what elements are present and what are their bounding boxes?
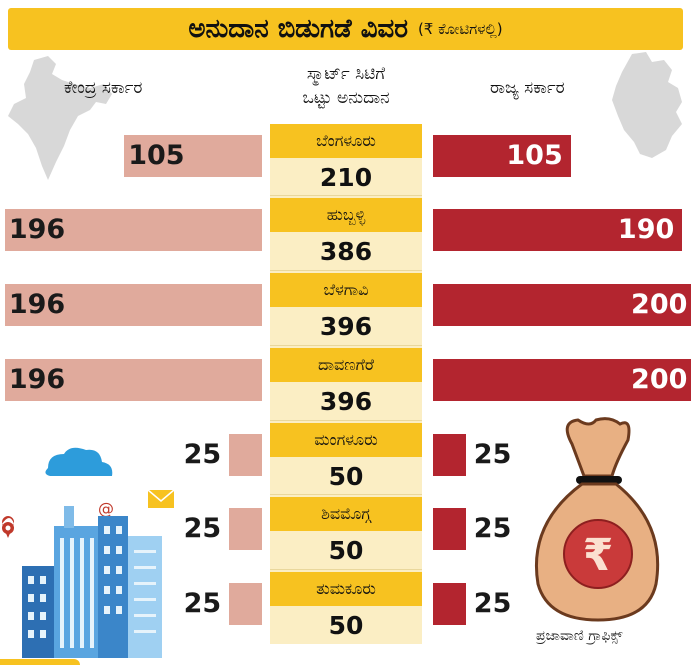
- state-grant-value: 105: [506, 140, 563, 171]
- city-label: ಹುಬ್ಬಳ್ಳಿ: [270, 198, 422, 232]
- state-grant-bar: [433, 434, 466, 476]
- karnataka-map-icon: [612, 52, 682, 158]
- city-label: ಮಂಗಳೂರು: [270, 423, 422, 457]
- state-grant-bar: [433, 135, 571, 177]
- smart-city-buildings-icon: @: [2, 447, 175, 658]
- state-grant-value: 190: [617, 214, 675, 245]
- central-grant-bar: [229, 508, 262, 550]
- row-separator: [270, 345, 422, 346]
- total-grant-header-line1: ಸ್ಮಾರ್ಟ್ ಸಿಟಿಗೆ: [306, 64, 386, 84]
- row-separator: [270, 270, 422, 271]
- central-grant-value: 196: [8, 289, 66, 320]
- central-grant-bar: [124, 135, 262, 177]
- state-grant-bar: [433, 209, 683, 251]
- central-grant-bar: [229, 434, 262, 476]
- central-grant-bar: [229, 583, 262, 625]
- central-grant-bar: [4, 359, 262, 401]
- state-grant-value: 25: [473, 513, 512, 544]
- central-grant-value: 196: [8, 364, 66, 395]
- central-grant-bar: [4, 209, 262, 251]
- city-label: ಬೆಂಗಳೂರು: [270, 124, 422, 158]
- title-bar: ಅನುದಾನ ಬಿಡುಗಡೆ ವಿವರ (₹ ಕೋಟಿಗಳಲ್ಲಿ): [8, 8, 683, 50]
- central-grant-value: 105: [128, 140, 185, 171]
- india-map-icon: [8, 56, 112, 180]
- total-grant-header: ಸ್ಮಾರ್ಟ್ ಸಿಟಿಗೆ ಒಟ್ಟು ಅನುದಾನ: [270, 62, 422, 110]
- total-grant-value: 50: [328, 535, 364, 565]
- unit-label: (₹ ಕೋಟಿಗಳಲ್ಲಿ): [417, 20, 503, 38]
- central-grant-value: 196: [8, 214, 66, 245]
- state-grant-value: 25: [473, 588, 512, 619]
- money-bag-icon: ₹: [534, 417, 660, 622]
- state-grant-value: 25: [473, 439, 512, 470]
- central-grant-value: 25: [183, 513, 222, 544]
- state-grant-bar: [433, 359, 691, 401]
- total-grant-value: 396: [319, 386, 373, 416]
- state-grant-bar: [433, 508, 466, 550]
- central-grant-value: 25: [183, 588, 222, 619]
- central-grant-bar: [4, 284, 262, 326]
- state-grant-bar: [433, 284, 691, 326]
- city-label: ಶಿವಮೊಗ್ಗ: [270, 497, 422, 531]
- central-grant-value: 25: [183, 439, 222, 470]
- city-label: ತುಮಕೂರು: [270, 572, 422, 606]
- row-separator: [270, 494, 422, 495]
- total-grant-value: 50: [328, 610, 364, 640]
- chart-title: ಅನುದಾನ ಬಿಡುಗಡೆ ವಿವರ: [188, 13, 408, 44]
- total-grant-header-line2: ಒಟ್ಟು ಅನುದಾನ: [302, 88, 390, 108]
- city-label: ದಾವಣಗೆರೆ: [270, 348, 422, 382]
- total-grant-value: 396: [319, 311, 373, 341]
- svg-text:₹: ₹: [583, 530, 614, 581]
- state-grant-value: 200: [631, 364, 688, 395]
- state-grant-value: 200: [631, 289, 688, 320]
- svg-text:@: @: [98, 499, 114, 518]
- row-separator: [270, 420, 422, 421]
- city-label: ಬೆಳಗಾವಿ: [270, 273, 422, 307]
- total-grant-value: 210: [319, 162, 373, 192]
- graphics-credit: ಪ್ರಜಾವಾಣಿ ಗ್ರಾಫಿಕ್ಸ್: [536, 628, 623, 644]
- state-govt-header: ರಾಜ್ಯ ಸರ್ಕಾರ: [490, 78, 565, 98]
- central-govt-header: ಕೇಂದ್ರ ಸರ್ಕಾರ: [64, 78, 143, 98]
- bottom-accent-strip: [0, 659, 80, 665]
- total-grant-value: 386: [319, 236, 373, 266]
- state-grant-bar: [433, 583, 466, 625]
- total-grant-value: 50: [328, 461, 364, 491]
- row-separator: [270, 195, 422, 196]
- row-separator: [270, 569, 422, 570]
